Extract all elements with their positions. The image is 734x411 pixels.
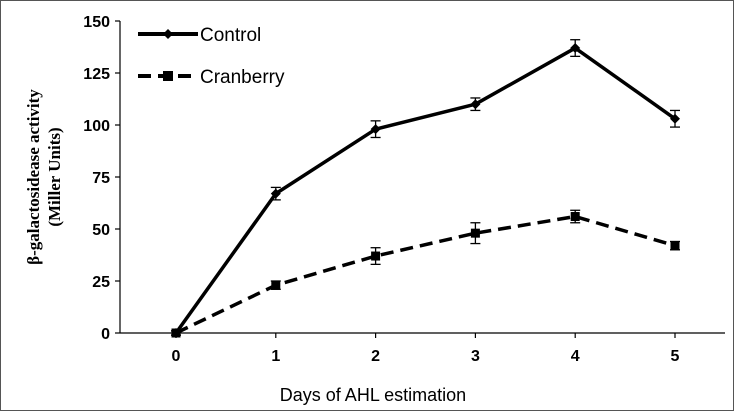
legend-label-cranberry: Cranberry — [200, 67, 285, 88]
y-axis-label-line2: (Miller Units) — [45, 127, 64, 226]
series-cranberry — [171, 209, 680, 338]
data-point — [570, 43, 581, 54]
data-point — [371, 251, 381, 261]
x-tick-label: 2 — [371, 348, 380, 365]
legend-item-cranberry: Cranberry — [138, 67, 285, 88]
legend: Control Cranberry — [138, 25, 285, 88]
data-point — [670, 241, 680, 251]
data-point — [570, 212, 580, 222]
data-point — [271, 280, 281, 290]
series-line-cranberry — [175, 214, 676, 335]
data-point — [370, 124, 381, 135]
x-tick-label: 4 — [571, 348, 580, 365]
data-point — [171, 328, 181, 338]
data-point — [270, 188, 281, 199]
y-tick-label: 100 — [83, 118, 110, 135]
series-control — [171, 39, 680, 338]
legend-label-control: Control — [200, 25, 261, 46]
y-axis-label-line1: β-galactosidease activity — [24, 89, 43, 265]
series-layer — [171, 39, 680, 338]
legend-item-control: Control — [138, 25, 261, 46]
x-axis-label: Days of AHL estimation — [280, 385, 466, 405]
x-tick-label: 1 — [271, 348, 280, 365]
y-tick-label: 25 — [92, 274, 110, 291]
y-tick-label: 50 — [92, 222, 110, 239]
y-tick-label: 125 — [83, 66, 110, 83]
x-tick-label: 5 — [671, 348, 680, 365]
x-axis: 0 1 2 3 4 5 — [120, 332, 725, 365]
x-tick-label: 3 — [471, 348, 480, 365]
y-tick-label: 150 — [83, 14, 110, 31]
series-line-control — [174, 46, 677, 335]
data-point — [470, 99, 481, 110]
data-point — [670, 113, 680, 124]
data-point — [470, 228, 480, 238]
y-axis: 0 25 50 75 100 125 150 — [83, 14, 121, 343]
x-tick-label: 0 — [172, 348, 181, 365]
y-tick-label: 0 — [101, 326, 110, 343]
y-tick-label: 75 — [92, 170, 110, 187]
